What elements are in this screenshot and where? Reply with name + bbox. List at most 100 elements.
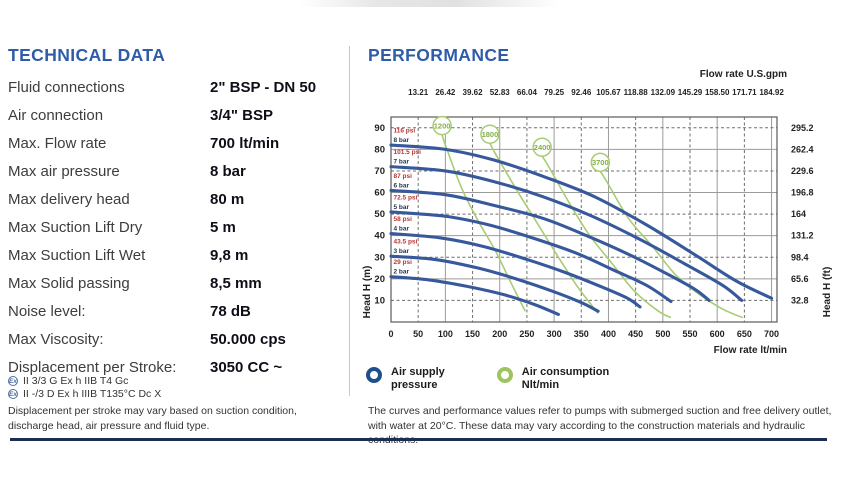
section-divider (349, 46, 350, 396)
spec-value: 78 dB (210, 302, 251, 320)
air-supply-curve (389, 165, 744, 302)
spec-value: 80 m (210, 190, 245, 208)
y-axis-tick-left: 50 (374, 209, 385, 220)
y-axis-tick-left: 40 (374, 231, 385, 242)
air-supply-curve (389, 210, 673, 304)
air-consumption-bubble-label: 1800 (482, 130, 499, 139)
y-axis-tick-right: 295.2 (791, 123, 814, 133)
spec-row: Noise level: 78 dB (8, 297, 344, 325)
x-axis-tick-top: 184.92 (759, 88, 784, 97)
air-supply-curve (389, 143, 774, 300)
x-axis-tick-bottom: 300 (547, 329, 562, 339)
y-axis-tick-right: 229.6 (791, 166, 814, 176)
bottom-axis-title: Flow rate lt/min (714, 345, 787, 356)
spec-row: Max. Flow rate 700 lt/min (8, 129, 344, 157)
atex-line: Ex II -/3 D Ex h IIIB T135°C Dc X (8, 387, 161, 400)
x-axis-tick-bottom: 400 (601, 329, 616, 339)
spec-value: 2" BSP - DN 50 (210, 78, 317, 96)
air-consumption-curve (441, 134, 526, 312)
spec-row: Fluid connections 2" BSP - DN 50 (8, 73, 344, 101)
curve-psi-label: 87 psi (394, 173, 413, 180)
spec-label: Displacement per Stroke: (8, 358, 177, 376)
y-axis-tick-right: 65.6 (791, 274, 809, 284)
x-axis-tick-top: 79.25 (544, 88, 565, 97)
curve-bar-label: 2 bar (394, 269, 410, 276)
y-axis-tick-left: 10 (374, 295, 385, 306)
spec-label: Max. Flow rate (8, 134, 107, 152)
right-axis-title: Head H (ft) (822, 267, 833, 318)
y-axis-tick-left: 20 (374, 274, 385, 285)
air-supply-curve (389, 188, 711, 302)
x-axis-tick-top: 39.62 (463, 88, 484, 97)
legend-label-line2: pressure (391, 378, 438, 391)
x-axis-tick-bottom: 350 (574, 329, 589, 339)
air-consumption-curve (489, 142, 599, 314)
spec-row: Max Solid passing 8,5 mm (8, 269, 344, 297)
curve-psi-label: 29 psi (394, 259, 413, 266)
y-axis-tick-right: 32.8 (791, 295, 809, 305)
x-axis-tick-bottom: 200 (492, 329, 507, 339)
x-axis-tick-top: 105.67 (596, 88, 621, 97)
chart-legend: Air supply pressure Air consumption Nlt/… (366, 366, 609, 391)
bottom-rule (10, 438, 827, 441)
x-axis-tick-bottom: 0 (388, 329, 393, 339)
legend-label-line2: Nlt/min (521, 378, 560, 391)
curve-psi-label: 43.5 psi (394, 239, 418, 246)
air-consumption-bubble-label: 3700 (592, 158, 609, 167)
x-axis-tick-top: 13.21 (408, 88, 429, 97)
x-axis-tick-bottom: 650 (737, 329, 752, 339)
spec-label: Max Suction Lift Wet (8, 246, 146, 264)
x-axis-tick-top: 26.42 (435, 88, 456, 97)
air-consumption-curve (599, 170, 744, 319)
top-scan-artifact (300, 0, 560, 7)
atex-line: Ex II 3/3 G Ex h IIB T4 Gc (8, 374, 161, 387)
top-axis-title: Flow rate U.S.gpm (700, 69, 787, 80)
x-axis-tick-bottom: 500 (655, 329, 670, 339)
x-axis-tick-top: 158.50 (705, 88, 730, 97)
curve-bar-label: 3 bar (394, 248, 410, 255)
air-consumption-bubble-label: 1200 (434, 121, 451, 130)
curve-bar-label: 7 bar (394, 159, 410, 166)
spec-value: 3050 CC ~ (210, 358, 283, 376)
spec-label: Max Suction Lift Dry (8, 218, 143, 236)
performance-footnote: The curves and performance values refer … (368, 405, 832, 446)
legend-ring-icon (366, 367, 382, 383)
x-axis-tick-bottom: 150 (465, 329, 480, 339)
spec-value: 50.000 cps (210, 330, 286, 348)
performance-chart: 116 psi 8 bar 101.5 psi 7 bar 87 psi 6 bar 72.… (362, 69, 833, 356)
curve-bar-label: 5 bar (394, 204, 410, 211)
y-axis-tick-right: 164 (791, 209, 806, 219)
spec-row: Max air pressure 8 bar (8, 157, 344, 185)
spec-value: 9,8 m (210, 246, 249, 264)
x-axis-tick-top: 132.09 (651, 88, 676, 97)
x-axis-tick-bottom: 600 (710, 329, 725, 339)
curve-bar-label: 6 bar (394, 182, 410, 189)
x-axis-tick-bottom: 700 (764, 329, 779, 339)
x-axis-tick-top: 118.88 (624, 88, 649, 97)
legend-label: Air supply pressure (391, 366, 445, 391)
air-consumption-bubble-label: 2400 (534, 143, 551, 152)
curve-bar-label: 8 bar (394, 137, 410, 144)
spec-row: Max Suction Lift Dry 5 m (8, 213, 344, 241)
spec-label: Fluid connections (8, 78, 125, 96)
atex-certifications: Ex II 3/3 G Ex h IIB T4 Gc Ex II -/3 D E… (8, 374, 161, 400)
air-supply-curve (389, 275, 560, 316)
spec-value: 8 bar (210, 162, 246, 180)
technical-data-title: TECHNICAL DATA (8, 45, 166, 65)
y-axis-tick-left: 70 (374, 166, 385, 177)
spec-row: Max Suction Lift Wet 9,8 m (8, 241, 344, 269)
spec-value: 700 lt/min (210, 134, 280, 152)
curve-psi-label: 116 psi (394, 128, 416, 135)
x-axis-tick-top: 66.04 (517, 88, 538, 97)
air-consumption-curve (541, 155, 672, 319)
spec-row: Max Viscosity: 50.000 cps (8, 325, 344, 353)
spec-label: Air connection (8, 106, 104, 124)
spec-label: Noise level: (8, 302, 86, 320)
left-axis-title: Head H (m) (362, 266, 373, 319)
curve-bar-label: 4 bar (394, 226, 410, 233)
y-axis-tick-right: 131.2 (791, 231, 814, 241)
y-axis-tick-left: 80 (374, 144, 385, 155)
x-axis-tick-bottom: 100 (438, 329, 453, 339)
air-consumption-bubble (532, 137, 552, 157)
